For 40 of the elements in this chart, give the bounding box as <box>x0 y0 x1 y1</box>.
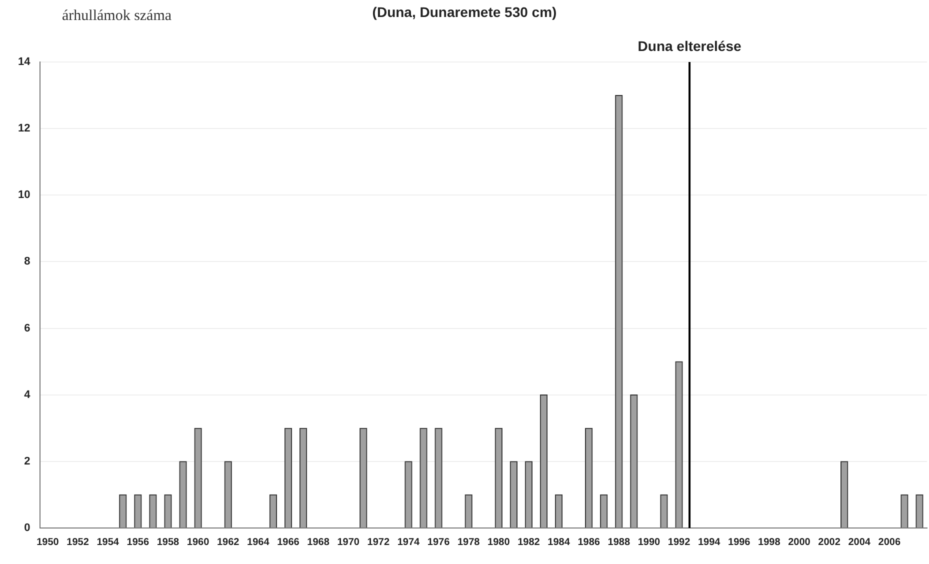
x-tick-label: 1970 <box>337 536 360 548</box>
x-tick-label: 1972 <box>367 536 390 548</box>
x-tick-label: 1966 <box>277 536 300 548</box>
x-tick-label: 1968 <box>307 536 330 548</box>
x-tick-label: 1998 <box>758 536 781 548</box>
x-tick-label: 1962 <box>216 536 240 548</box>
x-tick-label: 1954 <box>96 536 120 548</box>
y-tick-label: 14 <box>18 56 32 68</box>
x-tick-label: 1994 <box>698 536 721 548</box>
x-tick-label: 1952 <box>66 536 90 548</box>
ref-line-label: Duna elterelése <box>638 38 742 54</box>
x-tick-label: 1984 <box>548 536 570 548</box>
y-tick-label: 4 <box>24 388 32 401</box>
x-tick-label: 1996 <box>728 536 751 548</box>
y-tick-label: 0 <box>24 522 30 534</box>
x-tick-label: 1990 <box>638 536 661 548</box>
x-tick-label: 1976 <box>427 536 450 548</box>
y-tick-label: 10 <box>18 189 30 202</box>
x-tick-label: 1956 <box>126 536 150 548</box>
x-tick-label: 1950 <box>36 536 60 548</box>
x-tick-label: 1974 <box>397 536 420 548</box>
x-tick-label: 2004 <box>848 536 871 548</box>
y-tick-label: 2 <box>24 455 30 468</box>
x-tick-label: 1988 <box>608 536 630 548</box>
x-tick-label: 1980 <box>488 536 510 548</box>
y-tick-label: 8 <box>24 256 30 268</box>
y-tick-label: 12 <box>18 122 30 135</box>
y-axis-title: árhullámok száma <box>62 8 172 25</box>
x-tick-label: 1992 <box>668 536 691 548</box>
x-tick-label: 1964 <box>247 536 270 548</box>
chart-title: (Duna, Dunaremete 530 cm) <box>372 4 557 20</box>
x-tick-label: 1958 <box>156 536 180 548</box>
x-tick-label: 1982 <box>518 536 540 548</box>
x-tick-label: 2006 <box>878 536 901 548</box>
x-tick-label: 2000 <box>788 536 811 548</box>
x-tick-label: 2002 <box>818 536 841 548</box>
x-tick-label: 1978 <box>457 536 480 548</box>
x-tick-label: 1986 <box>578 536 600 548</box>
y-tick-label: 6 <box>24 322 30 334</box>
x-tick-label: 1960 <box>186 536 210 548</box>
